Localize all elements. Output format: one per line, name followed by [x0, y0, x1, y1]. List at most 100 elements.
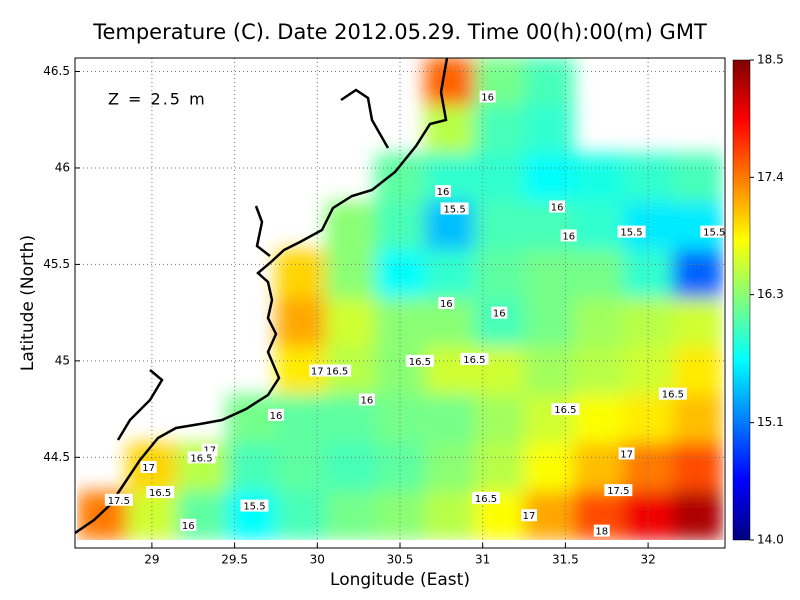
contour-label-box: [700, 225, 729, 238]
cell: [524, 249, 575, 299]
grid: 29 29.5 30 30.5 31 31.5 32 44.5 45 45.5 46 46.5: [43, 58, 725, 567]
cell: [325, 201, 376, 251]
plot-frame: [74, 57, 726, 549]
colorbar-tick-label: 15.1: [757, 415, 784, 429]
cell: [573, 201, 624, 251]
contour-label: 15.5: [443, 204, 465, 215]
y-tick-label: 45: [55, 353, 70, 367]
contour-label: 16.5: [149, 488, 171, 499]
contour-label: 16: [440, 299, 453, 310]
colorbar: 14.0 15.1 16.3 17.4 18.5: [732, 53, 784, 547]
cell: [424, 58, 475, 106]
colorbar-tick-label: 14.0: [757, 533, 784, 547]
x-tick-label: 29.5: [221, 553, 248, 567]
contour-label-box: [240, 499, 269, 512]
contour-label-box: [358, 393, 375, 406]
contour-label: 16.5: [662, 390, 684, 401]
cell: [325, 249, 376, 299]
cell: [573, 298, 624, 347]
y-tick-label: 44.5: [43, 450, 70, 464]
contour-label-box: [491, 306, 508, 319]
cell: [672, 491, 724, 540]
contour-label-box: [618, 447, 635, 460]
cell: [424, 442, 475, 492]
contour-label-box: [405, 354, 434, 367]
contour-label-box: [146, 486, 175, 499]
cell: [474, 394, 525, 444]
contour-label: 16.5: [554, 405, 576, 416]
cell: [275, 298, 327, 347]
cell: [524, 201, 575, 251]
cell: [524, 153, 575, 203]
contour-label: 15.5: [620, 228, 642, 239]
contour-label: 17: [142, 463, 155, 474]
y-tick-label: 46: [55, 160, 70, 174]
contour-label-box: [104, 493, 133, 506]
contour-label-box: [440, 202, 469, 215]
cell: [524, 298, 575, 347]
cell: [474, 153, 525, 203]
cell: [524, 346, 575, 396]
cell: [127, 491, 178, 540]
cell: [474, 442, 525, 492]
contour-label: 17.5: [607, 486, 629, 497]
contour-label-box: [604, 484, 633, 497]
contour-label-box: [187, 451, 216, 464]
contour-label: 16.5: [326, 367, 348, 378]
cell: [375, 491, 426, 540]
cell: [524, 105, 575, 154]
colorbar-tick-label: 17.4: [757, 170, 784, 184]
contour-label-box: [438, 297, 455, 309]
cell: [474, 249, 525, 299]
x-tick-label: 30.5: [387, 553, 414, 567]
cell: [474, 298, 525, 347]
contour-label: 16.5: [463, 355, 485, 366]
contour-label: 16: [182, 521, 195, 532]
cell: [275, 249, 327, 299]
x-tick-label: 31: [475, 553, 490, 567]
contour-label: 18: [595, 527, 608, 538]
contour-label-box: [180, 518, 197, 531]
cell: [672, 394, 724, 444]
contour-label: 16.5: [475, 494, 497, 505]
contour-label-box: [521, 509, 538, 522]
contour-label-box: [140, 460, 157, 473]
y-tick-label: 46.5: [43, 64, 70, 78]
cell: [672, 442, 724, 492]
contour-label-box: [267, 408, 284, 421]
x-axis-label: Longitude (East): [330, 570, 470, 590]
contour-label: 17: [203, 446, 216, 457]
contour-label: 16: [270, 411, 283, 422]
cell: [524, 58, 575, 106]
contour-label: 16: [551, 203, 564, 214]
contour-label-box: [323, 364, 352, 377]
cell: [424, 249, 475, 299]
cell: [325, 442, 376, 492]
colorbar-ramp: [732, 59, 751, 541]
cell: [424, 491, 475, 540]
cell: [573, 153, 624, 203]
cell: [325, 491, 376, 540]
cell: [474, 201, 525, 251]
cell: [623, 491, 674, 540]
cell: [524, 394, 575, 444]
contour-label: 16.5: [409, 357, 431, 368]
contour-label-box: [309, 364, 326, 377]
cell: [424, 394, 475, 444]
cell: [176, 442, 227, 492]
cell: [226, 442, 277, 492]
contour-label-box: [560, 229, 577, 242]
contour-label: 15.5: [243, 502, 265, 513]
contour-label-box: [617, 225, 646, 238]
contour-label: 15.5: [703, 228, 725, 239]
cell: [176, 491, 227, 540]
contour-label: 16.5: [190, 453, 212, 464]
contour-label-box: [658, 387, 687, 400]
x-tick-label: 29: [144, 553, 159, 567]
cell: [573, 346, 624, 396]
cell: [325, 298, 376, 347]
contour-label-box: [479, 90, 496, 103]
contour-label-box: [460, 352, 489, 365]
